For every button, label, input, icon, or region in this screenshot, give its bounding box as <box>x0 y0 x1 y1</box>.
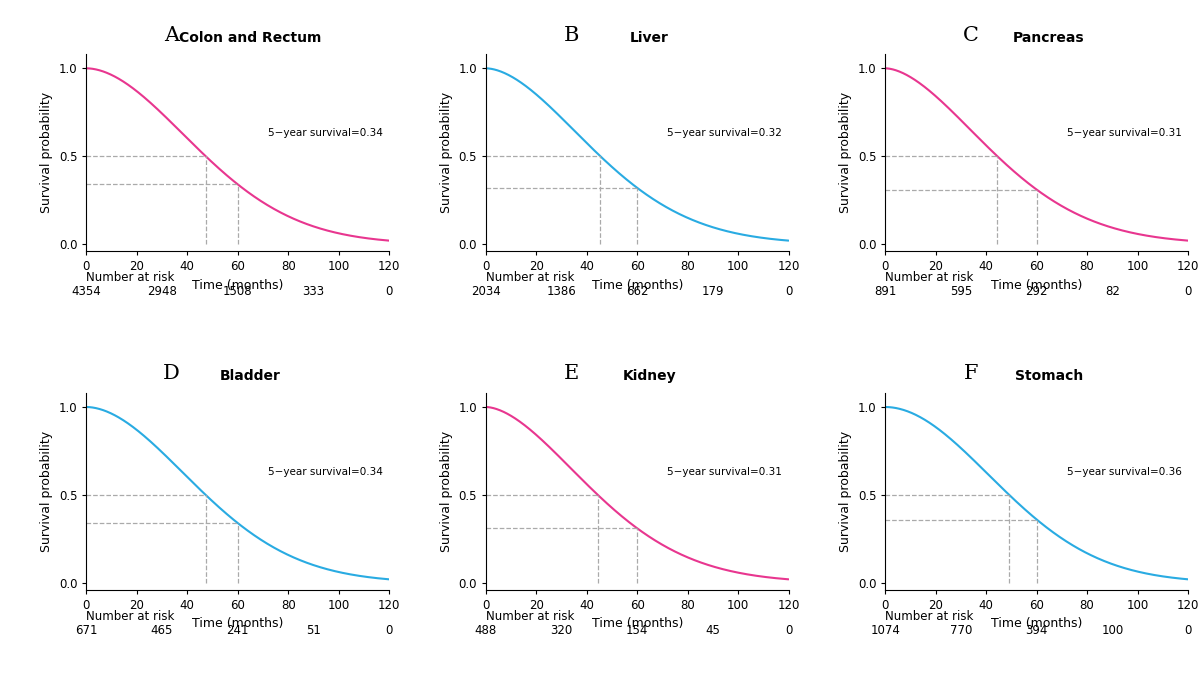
Text: 5−year survival=0.32: 5−year survival=0.32 <box>667 128 782 138</box>
Text: 1074: 1074 <box>870 624 900 637</box>
Text: 0: 0 <box>785 285 792 298</box>
X-axis label: Time (months): Time (months) <box>192 279 283 292</box>
Text: Number at risk: Number at risk <box>86 610 175 623</box>
Text: 488: 488 <box>475 624 497 637</box>
Text: 0: 0 <box>785 624 792 637</box>
Text: 595: 595 <box>950 285 972 298</box>
Text: 100: 100 <box>1102 624 1123 637</box>
Text: E: E <box>564 365 578 384</box>
Text: 154: 154 <box>626 624 648 637</box>
X-axis label: Time (months): Time (months) <box>991 279 1082 292</box>
Text: 51: 51 <box>306 624 320 637</box>
Text: 671: 671 <box>76 624 97 637</box>
Text: 5−year survival=0.31: 5−year survival=0.31 <box>667 466 782 477</box>
Y-axis label: Survival probability: Survival probability <box>439 431 452 552</box>
Text: Number at risk: Number at risk <box>886 610 973 623</box>
Text: 5−year survival=0.31: 5−year survival=0.31 <box>1067 128 1182 138</box>
Text: 0: 0 <box>1184 624 1192 637</box>
Text: 333: 333 <box>302 285 324 298</box>
Text: 320: 320 <box>551 624 572 637</box>
Text: Bladder: Bladder <box>220 370 280 384</box>
Text: 0: 0 <box>1184 285 1192 298</box>
Text: 5−year survival=0.36: 5−year survival=0.36 <box>1067 466 1182 477</box>
Y-axis label: Survival probability: Survival probability <box>839 92 852 214</box>
X-axis label: Time (months): Time (months) <box>592 618 683 631</box>
Text: 82: 82 <box>1105 285 1120 298</box>
Text: 0: 0 <box>385 624 392 637</box>
Text: B: B <box>564 26 578 45</box>
Text: 0: 0 <box>385 285 392 298</box>
Text: Pancreas: Pancreas <box>1013 31 1085 45</box>
Text: 179: 179 <box>702 285 724 298</box>
Text: Stomach: Stomach <box>1014 370 1082 384</box>
Y-axis label: Survival probability: Survival probability <box>839 431 852 552</box>
Text: C: C <box>962 26 979 45</box>
Text: 241: 241 <box>227 624 248 637</box>
Text: D: D <box>163 365 180 384</box>
X-axis label: Time (months): Time (months) <box>592 279 683 292</box>
Text: Number at risk: Number at risk <box>486 610 575 623</box>
Text: 292: 292 <box>1026 285 1048 298</box>
Text: 465: 465 <box>151 624 173 637</box>
Text: 4354: 4354 <box>72 285 101 298</box>
Text: Liver: Liver <box>630 31 668 45</box>
Text: 45: 45 <box>706 624 720 637</box>
X-axis label: Time (months): Time (months) <box>991 618 1082 631</box>
X-axis label: Time (months): Time (months) <box>192 618 283 631</box>
Text: 891: 891 <box>874 285 896 298</box>
Text: Kidney: Kidney <box>623 370 676 384</box>
Text: A: A <box>164 26 179 45</box>
Text: F: F <box>964 365 978 384</box>
Text: 2034: 2034 <box>472 285 500 298</box>
Y-axis label: Survival probability: Survival probability <box>40 92 53 214</box>
Y-axis label: Survival probability: Survival probability <box>40 431 53 552</box>
Text: Number at risk: Number at risk <box>86 271 175 285</box>
Text: Number at risk: Number at risk <box>886 271 973 285</box>
Text: 5−year survival=0.34: 5−year survival=0.34 <box>268 128 383 138</box>
Text: 394: 394 <box>1026 624 1048 637</box>
Text: 770: 770 <box>950 624 972 637</box>
Text: 1508: 1508 <box>223 285 252 298</box>
Text: 5−year survival=0.34: 5−year survival=0.34 <box>268 466 383 477</box>
Text: Number at risk: Number at risk <box>486 271 575 285</box>
Text: Colon and Rectum: Colon and Rectum <box>179 31 320 45</box>
Text: 662: 662 <box>626 285 648 298</box>
Text: 1386: 1386 <box>547 285 576 298</box>
Text: 2948: 2948 <box>148 285 176 298</box>
Y-axis label: Survival probability: Survival probability <box>439 92 452 214</box>
